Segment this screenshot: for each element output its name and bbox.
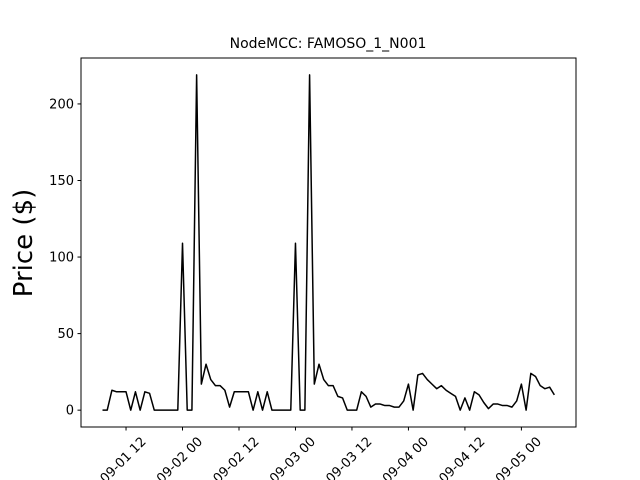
y-axis-label: Price ($) xyxy=(9,189,39,298)
price-line xyxy=(102,74,555,411)
plot-frame xyxy=(80,57,577,428)
chart-title: NodeMCC: FAMOSO_1_N001 xyxy=(230,36,427,52)
y-tick-label: 0 xyxy=(66,404,74,419)
y-tick-label: 150 xyxy=(49,174,74,189)
y-tick-label: 200 xyxy=(49,97,74,112)
y-tick-label: 50 xyxy=(57,327,74,342)
y-tick-label: 100 xyxy=(49,251,74,266)
